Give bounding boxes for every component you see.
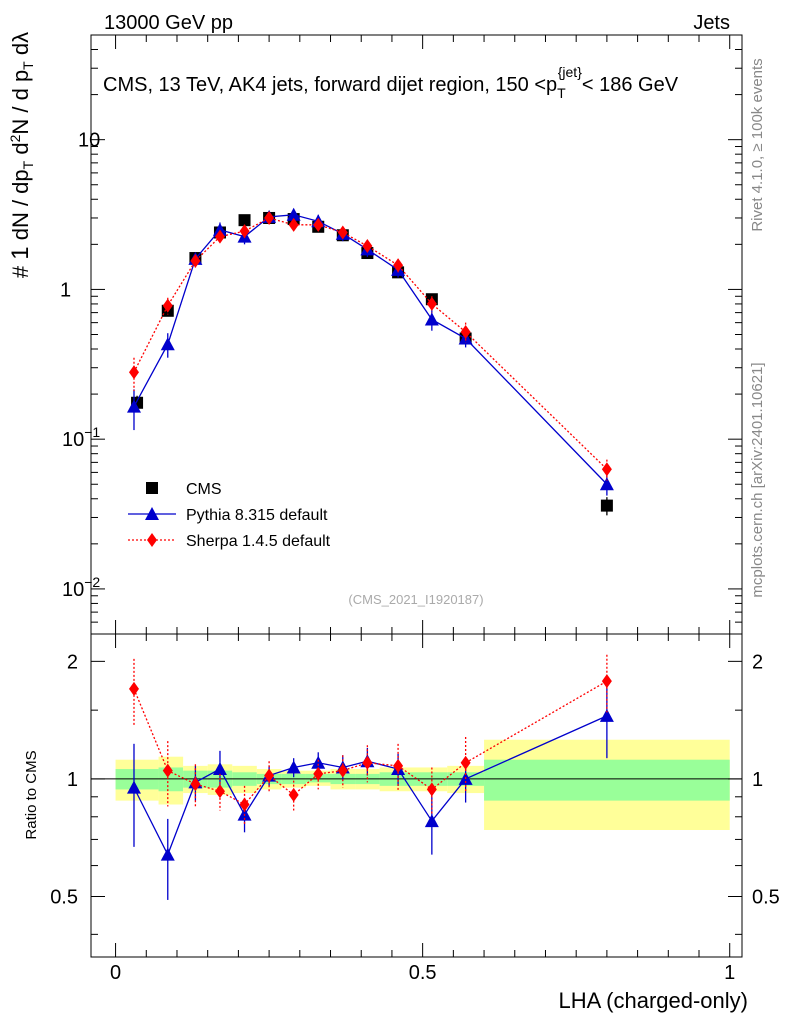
ratio-point xyxy=(337,763,348,778)
main-ytick-label: 10 xyxy=(78,130,100,152)
main-point xyxy=(599,477,614,491)
ratio-point xyxy=(311,755,326,769)
svg-text:# 1 dN / dpT d2N / d pT dλ: # 1 dN / dpT d2N / d pT dλ xyxy=(7,32,36,278)
xlabel: LHA (charged-only) xyxy=(558,988,748,1013)
main-line-2 xyxy=(133,217,608,470)
xtick-label: 0.5 xyxy=(409,962,437,984)
ratio-ytick-label-left: 0.5 xyxy=(50,887,78,909)
ratio-ytick-label-right: 0.5 xyxy=(752,887,780,909)
main-point xyxy=(190,253,201,268)
mcplots-source-text: mcplots.cern.ch [arXiv:2401.10621] xyxy=(749,362,766,597)
analysis-watermark: (CMS_2021_I1920187) xyxy=(348,592,483,607)
main-point xyxy=(424,312,439,326)
ratio-point xyxy=(212,762,227,776)
chart-title: CMS, 13 TeV, AK4 jets, forward dijet reg… xyxy=(103,64,679,101)
ratio-point xyxy=(160,847,175,861)
ratio-point xyxy=(424,814,439,828)
ratio-point xyxy=(190,777,201,792)
ratio-point xyxy=(460,755,471,770)
legend-marker xyxy=(147,533,157,547)
main-point xyxy=(460,324,471,339)
ratio-line-2 xyxy=(133,680,608,806)
ratio-ytick-label-left: 2 xyxy=(67,651,78,673)
ratio-point xyxy=(362,755,373,770)
main-point xyxy=(126,399,141,413)
ratio-point xyxy=(286,760,301,774)
header-collision: 13000 GeV pp xyxy=(104,12,233,34)
legend-label: CMS xyxy=(186,481,222,498)
ratio-point xyxy=(162,763,173,778)
band-green xyxy=(484,759,730,801)
main-point xyxy=(238,214,251,227)
main-point xyxy=(313,217,324,232)
legend-label: Sherpa 1.4.5 default xyxy=(186,533,331,550)
xtick-label: 1 xyxy=(724,962,735,984)
ratio-axes: 0 0.5 1 0.5 0.5 1 1 2 2 xyxy=(50,633,780,984)
main-series xyxy=(126,207,614,516)
main-ytick-label: 10−1 xyxy=(62,424,100,451)
ratio-point xyxy=(601,674,612,689)
ratio-frame xyxy=(90,633,743,958)
header-process: Jets xyxy=(693,12,730,34)
main-point xyxy=(264,210,275,225)
ratio-ytick-label-right: 2 xyxy=(752,651,763,673)
ratio-uncertainty-bands xyxy=(115,739,730,831)
main-ytick-label: 1 xyxy=(60,279,71,301)
ratio-ytick-label-right: 1 xyxy=(752,769,763,791)
ratio-line-1 xyxy=(133,715,608,857)
ratio-point xyxy=(126,780,141,794)
legend-marker xyxy=(146,482,158,494)
main-point xyxy=(337,225,348,240)
ratio-point xyxy=(426,782,437,797)
main-point xyxy=(426,296,437,311)
legend-label: Pythia 8.315 default xyxy=(186,507,328,524)
ratio-point xyxy=(239,797,250,812)
main-point xyxy=(288,217,299,232)
legend-marker xyxy=(145,507,159,520)
ratio-point xyxy=(288,787,299,802)
main-point xyxy=(239,224,250,239)
main-point xyxy=(601,462,612,477)
xtick-label: 0 xyxy=(110,962,121,984)
ratio-point xyxy=(214,784,225,799)
ratio-point xyxy=(264,768,275,783)
main-point xyxy=(286,207,301,221)
main-point xyxy=(162,298,173,313)
main-point xyxy=(600,499,613,512)
ratio-series xyxy=(126,654,614,900)
ratio-point xyxy=(313,766,324,781)
ratio-point xyxy=(599,708,614,722)
legend: CMS Pythia 8.315 default Sherpa 1.4.5 defa… xyxy=(128,481,331,550)
rivet-version-text: Rivet 4.1.0, ≥ 100k events xyxy=(749,58,766,231)
ratio-point xyxy=(128,681,139,696)
ratio-ytick-label-left: 1 xyxy=(67,769,78,791)
main-axes: 10−2 10−1 1 10 xyxy=(60,34,743,635)
main-point xyxy=(212,222,227,236)
main-point xyxy=(128,365,139,380)
main-ylabel: # 1 dN / dpT d2N / d pT dλ xyxy=(7,32,36,278)
main-point xyxy=(160,337,175,351)
main-ytick-label: 10−2 xyxy=(62,574,100,601)
main-point xyxy=(393,258,404,273)
ratio-ylabel: Ratio to CMS xyxy=(23,750,40,839)
ratio-point xyxy=(393,758,404,773)
main-point xyxy=(362,238,373,253)
main-point xyxy=(214,229,225,244)
main-line-1 xyxy=(133,214,608,485)
